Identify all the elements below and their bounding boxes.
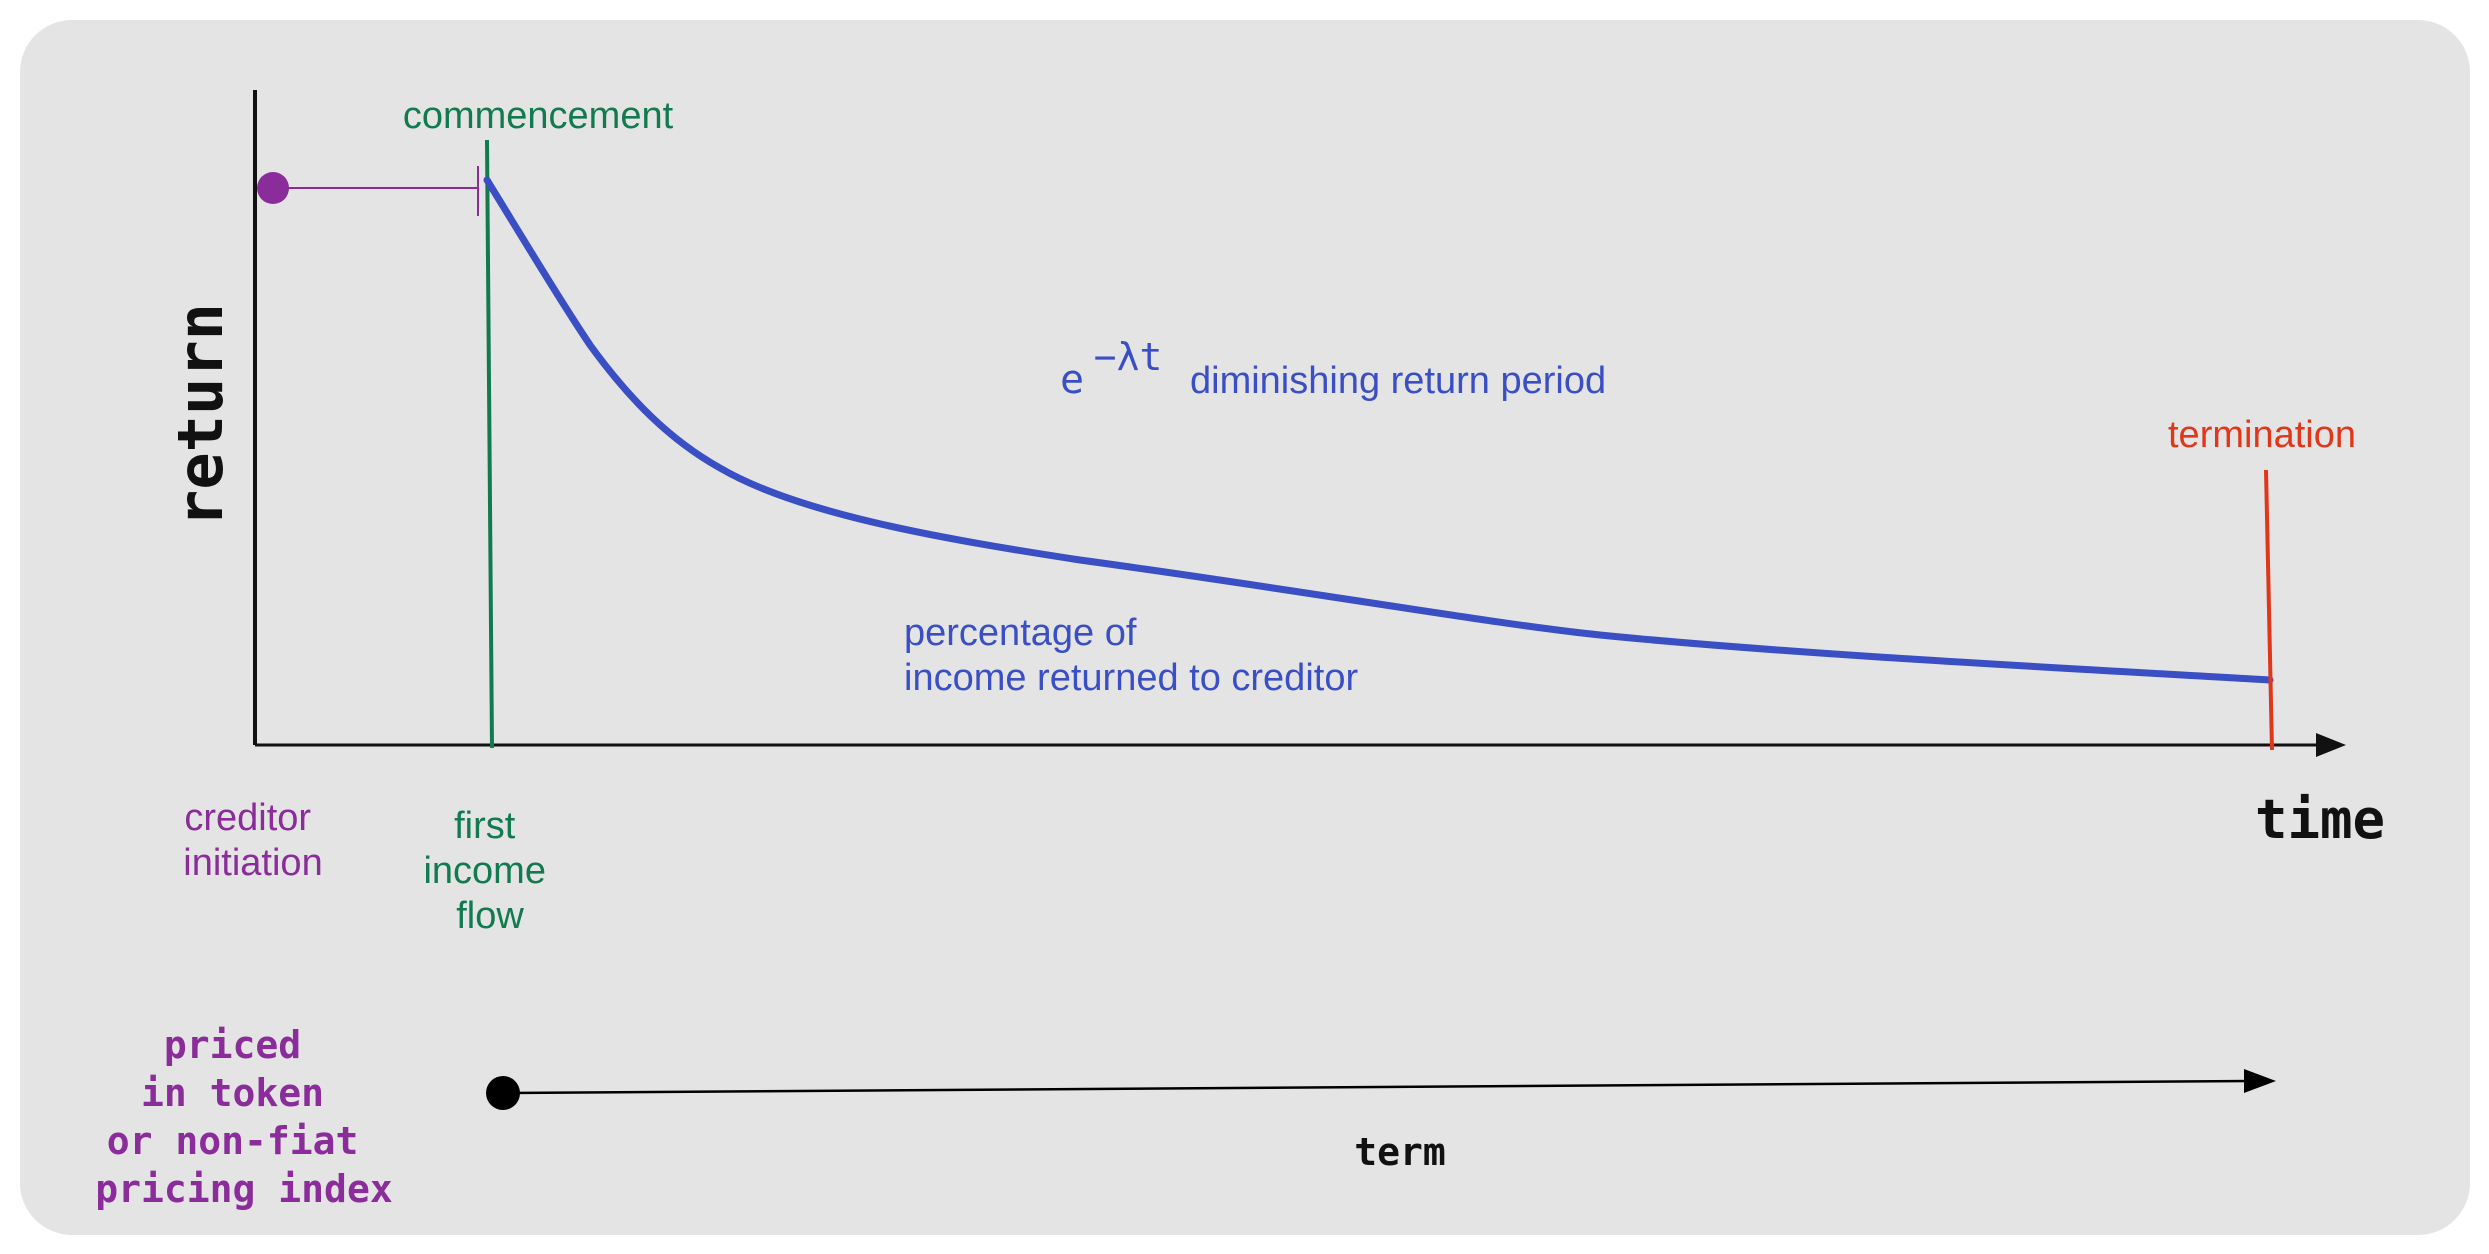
termination-line (2264, 469, 2274, 751)
termination-label: termination (2168, 414, 2356, 456)
formula-exponent: −λt (1094, 335, 1163, 379)
curve-caption: percentage of income returned to credito… (904, 612, 1358, 699)
y-axis-label: return (164, 303, 237, 527)
pricing-line-3: or non-fiat (107, 1119, 359, 1163)
pricing-line-2: in token (141, 1071, 324, 1115)
first-income-flow-line-3: flow (456, 895, 524, 937)
commencement-line (485, 139, 494, 749)
first-income-flow-line-2: income (423, 850, 546, 892)
curve-caption-line-2: income returned to creditor (904, 657, 1358, 699)
term-label: term (1354, 1130, 1446, 1174)
x-axis-arrowhead (2316, 733, 2346, 757)
formula-base: e (1060, 357, 1084, 403)
pricing-line-4: pricing index (95, 1167, 392, 1211)
x-axis-label: time (2255, 788, 2385, 851)
term-arrowhead (2244, 1069, 2276, 1093)
decay-formula: e −λt (1060, 335, 1162, 403)
pricing-line-1: priced (164, 1023, 301, 1067)
first-income-flow-line-1: first (454, 805, 516, 847)
pricing-label: priced in token or non-fiat pricing inde… (95, 1023, 392, 1211)
return-decay-curve (483, 176, 2274, 684)
creditor-initiation-line-1: creditor (184, 797, 311, 839)
term-line (502, 1079, 2251, 1095)
diagram-panel (20, 20, 2470, 1235)
commencement-label: commencement (403, 95, 674, 137)
curve-caption-line-1: percentage of (904, 612, 1137, 654)
decay-caption: diminishing return period (1190, 360, 1606, 402)
creditor-initiation-line-2: initiation (183, 842, 322, 884)
first-income-flow-label: first income flow (423, 805, 556, 937)
creditor-initiation-label: creditor initiation (183, 797, 322, 884)
